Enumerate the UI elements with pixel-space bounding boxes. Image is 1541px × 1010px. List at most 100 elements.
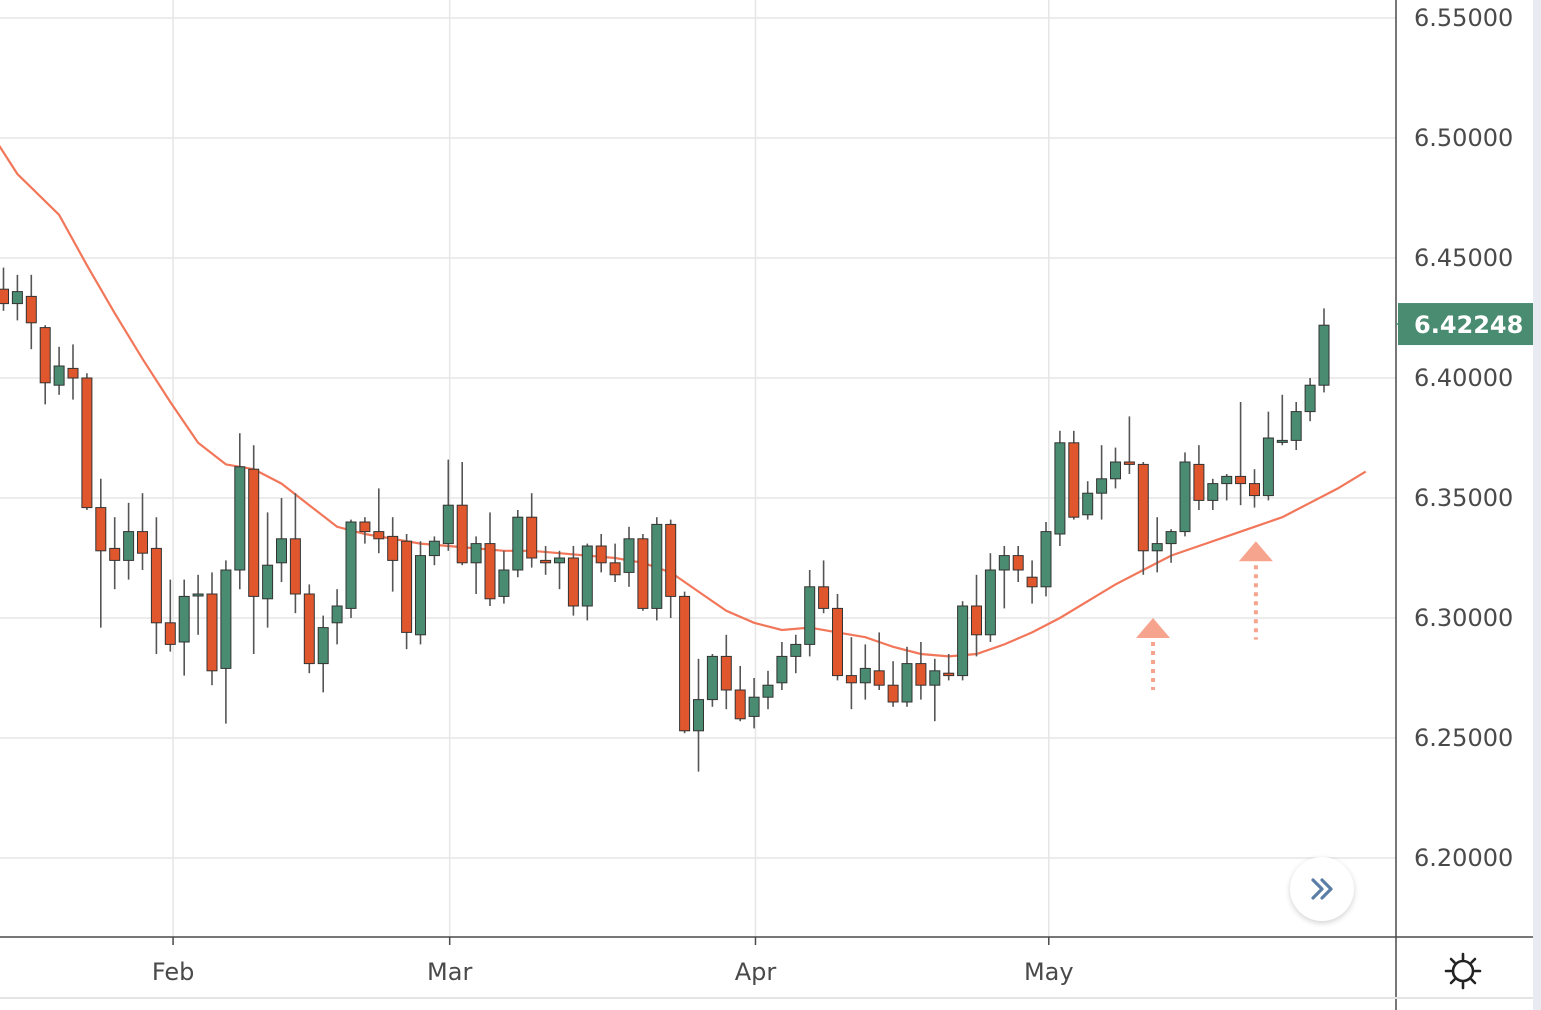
candle-body-up <box>345 521 357 609</box>
candle-body-up <box>11 291 23 305</box>
candle-body-up <box>1262 437 1274 497</box>
candle <box>693 658 704 772</box>
candle <box>1207 478 1219 510</box>
candle-body-down <box>720 655 732 691</box>
candle-body-down <box>873 670 885 686</box>
candle-body-down <box>25 295 37 324</box>
candle-body-up <box>317 627 329 665</box>
candle <box>1318 308 1330 393</box>
candle <box>442 459 454 551</box>
candle-body-up <box>470 543 482 564</box>
candle-body-down <box>401 540 413 633</box>
candle <box>1054 430 1066 546</box>
candle <box>123 502 135 580</box>
candle <box>581 543 593 621</box>
candle-body-up <box>1179 461 1191 533</box>
candle <box>818 560 830 614</box>
candle-body-up <box>984 569 996 636</box>
candle <box>679 591 691 734</box>
candle <box>289 493 301 614</box>
candle-body-down <box>206 593 218 672</box>
candle-body-up <box>901 663 913 703</box>
candle <box>25 274 37 350</box>
candle-body-up <box>762 684 774 698</box>
candle <box>595 534 607 573</box>
candle <box>720 634 732 710</box>
last-price-tag <box>1398 303 1533 346</box>
y-tick-label: 6.55000 <box>1414 4 1513 32</box>
annotation-arrow <box>1136 618 1171 690</box>
candle <box>484 512 496 606</box>
candle <box>1110 447 1121 489</box>
candle-body-up <box>498 569 510 597</box>
candle <box>776 642 788 690</box>
candle-body-up <box>706 655 718 701</box>
candle-body-down <box>679 595 691 732</box>
candle <box>567 546 579 616</box>
candle-body-down <box>359 521 371 533</box>
candle <box>1040 522 1052 597</box>
candle-body-up <box>581 545 593 607</box>
candle <box>1221 474 1233 501</box>
candle <box>971 574 982 657</box>
candle-body-down <box>1137 463 1149 552</box>
candle <box>929 658 941 722</box>
candle <box>1068 430 1080 520</box>
candle <box>1179 452 1191 537</box>
candle <box>178 579 190 676</box>
candle-body-down <box>289 538 301 595</box>
candle <box>832 594 843 681</box>
candle <box>887 661 899 707</box>
candle <box>303 584 315 674</box>
candle-body-up <box>1151 543 1163 552</box>
candle-body-down <box>150 547 162 624</box>
candle-body-down <box>915 663 927 686</box>
candle <box>915 642 927 700</box>
candle <box>234 433 246 590</box>
candle-body-down <box>1193 463 1205 501</box>
candle <box>706 654 718 707</box>
candle <box>804 570 816 657</box>
candle <box>859 644 871 700</box>
candle-body-down <box>637 538 649 609</box>
candle-body-up <box>415 555 426 636</box>
candle-body-up <box>1318 324 1330 386</box>
candle-body-up <box>220 569 232 669</box>
y-tick-label: 6.50000 <box>1414 124 1513 152</box>
candle-body-down <box>1235 475 1247 485</box>
candle <box>901 646 913 707</box>
candle-body-up <box>442 504 454 545</box>
double-chevron-right-icon <box>1311 878 1333 900</box>
y-tick-label: 6.45000 <box>1414 244 1513 272</box>
candle <box>401 534 413 650</box>
candle-body-up <box>790 643 802 657</box>
candle-body-up <box>234 466 246 571</box>
candle <box>1137 462 1149 575</box>
candle-body-up <box>1304 384 1316 413</box>
arrow-head <box>1238 541 1273 562</box>
candle <box>540 546 552 575</box>
candle <box>734 666 746 722</box>
candle-body-down <box>971 605 982 636</box>
scroll-to-realtime-button[interactable] <box>1290 857 1354 921</box>
candle <box>248 445 260 654</box>
candle-body-down <box>109 547 121 561</box>
candle-body-down <box>387 535 399 561</box>
candle <box>873 632 885 690</box>
candle-body-down <box>303 593 315 665</box>
candle-body-down <box>526 516 538 559</box>
chart-settings-button[interactable] <box>1440 948 1486 994</box>
candle <box>637 534 649 611</box>
candle-body-up <box>554 557 565 564</box>
candle <box>609 543 621 582</box>
candle <box>164 579 176 652</box>
candle-body-up <box>192 593 204 597</box>
candle <box>554 550 565 590</box>
candle-body-down <box>609 562 621 576</box>
candle-body-up <box>178 595 190 643</box>
candle <box>957 601 969 681</box>
candle-body-up <box>957 605 969 677</box>
candle <box>1276 394 1288 446</box>
candle <box>317 615 329 693</box>
